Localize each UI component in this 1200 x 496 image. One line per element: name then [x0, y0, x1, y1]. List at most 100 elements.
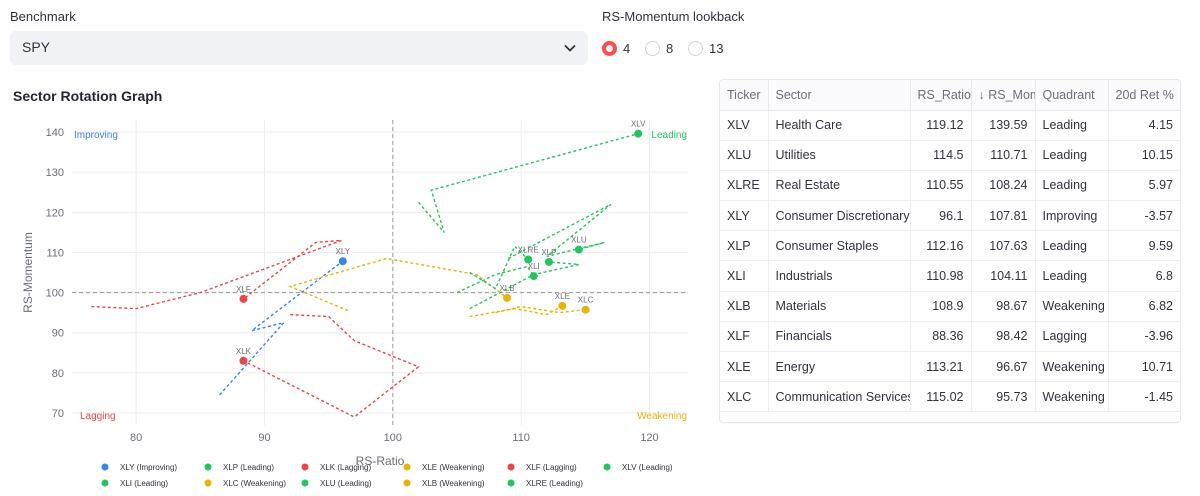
- cell-rs-ratio: 110.55: [910, 170, 972, 202]
- legend-marker-xlk: [301, 463, 309, 471]
- cell-sector: Industrials: [768, 260, 911, 292]
- legend-label-xlc: XLC (Weakening): [223, 479, 286, 488]
- point-label-xlf: XLF: [236, 285, 251, 294]
- radio-unchecked-icon[interactable]: [645, 40, 660, 56]
- column-header-20d-ret[interactable]: 20d Ret %: [1108, 80, 1180, 111]
- table-row[interactable]: XLF Financials 88.36 98.42 Lagging -3.96: [720, 321, 1180, 353]
- point-label-xle: XLE: [555, 292, 570, 301]
- cell-ticker: XLV: [720, 110, 769, 141]
- point-xlp: [544, 257, 553, 266]
- cell-quadrant: Lagging: [1035, 321, 1109, 353]
- table-row[interactable]: XLU Utilities 114.5 110.71 Leading 10.15: [720, 140, 1180, 171]
- table-row[interactable]: XLB Materials 108.9 98.67 Weakening 6.82: [720, 291, 1180, 322]
- point-xlu: [574, 245, 583, 254]
- point-xlre: [524, 255, 533, 264]
- legend-label-xli: XLI (Leading): [120, 479, 168, 488]
- point-xlc: [581, 305, 590, 314]
- legend-label-xlv: XLV (Leading): [622, 463, 673, 472]
- column-header-rs-mom[interactable]: ↓ RS_Mom: [971, 80, 1036, 111]
- cell-rs-mom: 139.59: [971, 110, 1036, 141]
- cell-rs-ratio: 115.02: [910, 381, 972, 413]
- trail-xlv: [417, 133, 639, 233]
- benchmark-value: SPY: [22, 39, 51, 55]
- lookback-option-8[interactable]: 8: [645, 39, 673, 57]
- table-row[interactable]: XLC Communication Services 115.02 95.73 Weak…: [720, 381, 1180, 413]
- cell-20d-ret: -3.57: [1108, 200, 1180, 232]
- table-row[interactable]: XLV Health Care 119.12 139.59 Leading 4.15: [720, 110, 1180, 141]
- benchmark-select[interactable]: SPY: [10, 31, 588, 65]
- y-tick-label: 130: [46, 167, 64, 179]
- column-header-rs-ratio[interactable]: RS_Ratio: [910, 80, 972, 111]
- cell-sector: Consumer Staples: [768, 230, 911, 262]
- column-header-sector[interactable]: Sector: [768, 80, 911, 111]
- radio-unchecked-icon[interactable]: [688, 40, 703, 56]
- lookback-option-label: 13: [709, 40, 724, 56]
- legend-label-xlk: XLK (Lagging): [320, 463, 371, 472]
- x-tick-label: 90: [258, 432, 270, 444]
- x-axis-label: RS-Ratio: [356, 454, 405, 468]
- sector-table: Ticker Sector RS_Ratio ↓ RS_Mom Quadrant…: [719, 79, 1181, 423]
- cell-sector: Real Estate: [768, 170, 911, 202]
- lookback-option-label: 4: [623, 40, 631, 56]
- cell-sector: Health Care: [768, 110, 911, 141]
- y-axis-label: RS-Momentum: [21, 232, 35, 313]
- table-row[interactable]: XLY Consumer Discretionary 96.1 107.81 Impro…: [720, 200, 1180, 232]
- trail-xlu: [507, 203, 612, 260]
- y-tick-label: 110: [46, 247, 64, 259]
- column-header-quadrant[interactable]: Quadrant: [1035, 80, 1109, 111]
- y-tick-label: 140: [46, 127, 64, 139]
- lookback-option-4[interactable]: 4: [602, 39, 630, 57]
- legend-marker-xlu: [301, 479, 309, 487]
- cell-rs-mom: 104.11: [971, 260, 1036, 292]
- point-label-xly: XLY: [336, 247, 351, 256]
- cell-ticker: XLP: [720, 230, 769, 262]
- point-label-xli: XLI: [528, 262, 540, 271]
- cell-quadrant: Leading: [1035, 260, 1109, 292]
- legend-label-xly: XLY (Improving): [120, 463, 177, 472]
- point-label-xlv: XLV: [631, 120, 646, 129]
- point-xlf: [239, 294, 248, 303]
- cell-20d-ret: -3.96: [1108, 321, 1180, 353]
- cell-quadrant: Leading: [1035, 140, 1109, 171]
- legend-marker-xlp: [204, 463, 212, 471]
- table-row[interactable]: XLI Industrials 110.98 104.11 Leading 6.8: [720, 260, 1180, 292]
- legend-label-xlp: XLP (Leading): [223, 463, 274, 472]
- lookback-option-13[interactable]: 13: [688, 39, 723, 57]
- cell-ticker: XLE: [720, 351, 769, 383]
- cell-ticker: XLI: [720, 260, 769, 292]
- radio-checked-icon[interactable]: [602, 40, 617, 56]
- trail-xlp: [469, 261, 580, 310]
- cell-rs-ratio: 108.9: [910, 291, 972, 322]
- table-row[interactable]: XLRE Real Estate 110.55 108.24 Leading 5.97: [720, 170, 1180, 202]
- y-tick-label: 70: [52, 408, 64, 420]
- cell-rs-mom: 98.67: [971, 291, 1036, 322]
- cell-sector: Communication Services: [768, 381, 911, 413]
- point-label-xlc: XLC: [578, 296, 594, 305]
- cell-20d-ret: 9.59: [1108, 230, 1180, 262]
- cell-ticker: XLU: [720, 140, 769, 171]
- x-tick-label: 80: [130, 432, 142, 444]
- cell-rs-mom: 108.24: [971, 170, 1036, 202]
- cell-20d-ret: 5.97: [1108, 170, 1180, 202]
- cell-20d-ret: 6.82: [1108, 291, 1180, 322]
- lookback-option-label: 8: [666, 40, 674, 56]
- table-row[interactable]: XLP Consumer Staples 112.16 107.63 Leading 9.…: [720, 230, 1180, 262]
- x-tick-label: 100: [384, 432, 402, 444]
- cell-quadrant: Weakening: [1035, 381, 1109, 413]
- quadrant-label-improving: Improving: [74, 130, 118, 141]
- trail-xlc: [495, 305, 586, 314]
- column-header-ticker[interactable]: Ticker: [720, 80, 769, 111]
- table-row[interactable]: XLE Energy 113.21 96.67 Weakening 10.71: [720, 351, 1180, 383]
- chart-title: Sector Rotation Graph: [13, 88, 163, 104]
- cell-rs-ratio: 96.1: [910, 200, 972, 232]
- cell-rs-ratio: 88.36: [910, 321, 972, 353]
- legend-marker-xlb: [403, 479, 411, 487]
- cell-20d-ret: 4.15: [1108, 110, 1180, 141]
- legend-label-xlb: XLB (Weakening): [422, 479, 485, 488]
- legend-label-xlu: XLU (Leading): [320, 479, 372, 488]
- y-tick-label: 100: [46, 288, 64, 300]
- cell-sector: Materials: [768, 291, 911, 322]
- trail-xlf: [91, 239, 342, 310]
- sector-rotation-chart: 70 80 90 100 110 120 130 140 80 90 100 110 120 RS-Rat…: [21, 120, 688, 488]
- cell-sector: Energy: [768, 351, 911, 383]
